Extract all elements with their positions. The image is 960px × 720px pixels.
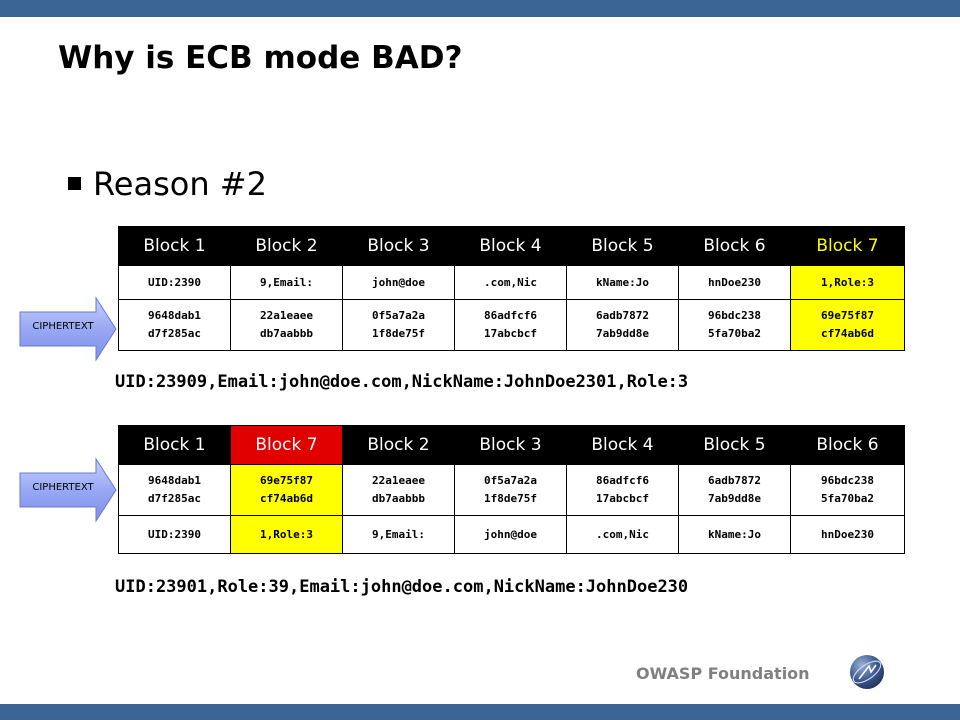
block-header: Block 1 — [118, 226, 231, 266]
bullet-square-icon — [68, 177, 81, 190]
ciphertext-cell: 6adb7872 7ab9dd8e — [566, 299, 679, 351]
block-header: Block 2 — [230, 226, 343, 266]
plaintext-cell: 9,Email: — [342, 515, 455, 554]
owasp-logo-icon — [849, 654, 885, 690]
hex-line: 0f5a7a2a — [372, 309, 425, 322]
hex-line: 86adfcf6 — [596, 474, 649, 487]
arrow-right-icon — [19, 296, 117, 362]
ciphertext-cell: 0f5a7a2a 1f8de75f — [454, 464, 567, 516]
footer-text: OWASP Foundation — [636, 664, 810, 683]
plaintext-cell: .com,Nic — [454, 265, 567, 300]
arrow-right-icon — [19, 457, 117, 523]
plaintext-cell: john@doe — [454, 515, 567, 554]
plaintext-cell: UID:2390 — [118, 515, 231, 554]
block-header: Block 4 — [454, 226, 567, 266]
ciphertext-cell: 0f5a7a2a 1f8de75f — [342, 299, 455, 351]
ciphertext-cell: 9648dab1 d7f285ac — [118, 464, 231, 516]
bottom-bar — [0, 704, 960, 720]
hex-line: 17abcbcf — [484, 327, 537, 340]
hex-line: db7aabbb — [372, 492, 425, 505]
slide-title: Why is ECB mode BAD? — [58, 40, 463, 76]
hex-line: 7ab9dd8e — [596, 327, 649, 340]
hex-line: 22a1eaee — [260, 309, 313, 322]
block-table-original: Block 1 Block 2 Block 3 Block 4 Block 5 … — [118, 226, 905, 351]
hex-line: 69e75f87 — [821, 309, 874, 322]
hex-line: 86adfcf6 — [484, 309, 537, 322]
block-header: Block 6 — [678, 226, 791, 266]
ciphertext-cell: 9648dab1 d7f285ac — [118, 299, 231, 351]
hex-line: 9648dab1 — [148, 309, 201, 322]
hex-line: 0f5a7a2a — [484, 474, 537, 487]
block-header: Block 3 — [454, 425, 567, 465]
plaintext-cell: UID:2390 — [118, 265, 231, 300]
plaintext-cell: hnDoe230 — [678, 265, 791, 300]
hex-line: 1f8de75f — [372, 327, 425, 340]
hex-line: 7ab9dd8e — [708, 492, 761, 505]
hex-line: 5fa70ba2 — [708, 327, 761, 340]
hex-line: db7aabbb — [260, 327, 313, 340]
ciphertext-cell: 86adfcf6 17abcbcf — [566, 464, 679, 516]
plaintext-cell: hnDoe230 — [790, 515, 905, 554]
hex-line: 6adb7872 — [596, 309, 649, 322]
hex-line: 96bdc238 — [821, 474, 874, 487]
block-header: Block 2 — [342, 425, 455, 465]
hex-line: cf74ab6d — [821, 327, 874, 340]
hex-line: 69e75f87 — [260, 474, 313, 487]
block-table-rearranged: Block 1 Block 7 Block 2 Block 3 Block 4 … — [118, 425, 905, 554]
ciphertext-cell: 96bdc238 5fa70ba2 — [678, 299, 791, 351]
block-header: Block 6 — [790, 425, 905, 465]
plaintext-cell-highlighted: 1,Role:3 — [790, 265, 905, 300]
hex-line: 6adb7872 — [708, 474, 761, 487]
plaintext-cell: .com,Nic — [566, 515, 679, 554]
plaintext-cell: kName:Jo — [566, 265, 679, 300]
top-bar — [0, 0, 960, 17]
block-header: Block 5 — [566, 226, 679, 266]
hex-line: 1f8de75f — [484, 492, 537, 505]
arrow-label: CIPHERTEXT — [32, 482, 94, 493]
plaintext-original: UID:23909,Email:john@doe.com,NickName:Jo… — [115, 372, 689, 392]
ciphertext-arrow-1: CIPHERTEXT — [16, 294, 118, 364]
block-header: Block 5 — [678, 425, 791, 465]
ciphertext-cell: 86adfcf6 17abcbcf — [454, 299, 567, 351]
plaintext-rearranged: UID:23901,Role:39,Email:john@doe.com,Nic… — [115, 577, 689, 597]
hex-line: 22a1eaee — [372, 474, 425, 487]
hex-line: 9648dab1 — [148, 474, 201, 487]
ciphertext-cell: 6adb7872 7ab9dd8e — [678, 464, 791, 516]
ciphertext-cell-highlighted: 69e75f87 cf74ab6d — [230, 464, 343, 516]
plaintext-cell-highlighted: 1,Role:3 — [230, 515, 343, 554]
ciphertext-cell: 22a1eaee db7aabbb — [342, 464, 455, 516]
block-header: Block 3 — [342, 226, 455, 266]
plaintext-cell: john@doe — [342, 265, 455, 300]
block-header: Block 1 — [118, 425, 231, 465]
ciphertext-cell: 96bdc238 5fa70ba2 — [790, 464, 905, 516]
hex-line: d7f285ac — [148, 492, 201, 505]
hex-line: cf74ab6d — [260, 492, 313, 505]
ciphertext-cell-highlighted: 69e75f87 cf74ab6d — [790, 299, 905, 351]
hex-line: 96bdc238 — [708, 309, 761, 322]
ciphertext-arrow-2: CIPHERTEXT — [16, 455, 118, 525]
arrow-label: CIPHERTEXT — [32, 321, 94, 332]
bullet-reason: Reason #2 — [68, 165, 267, 203]
ciphertext-cell: 22a1eaee db7aabbb — [230, 299, 343, 351]
hex-line: d7f285ac — [148, 327, 201, 340]
block-header: Block 4 — [566, 425, 679, 465]
bullet-text: Reason #2 — [93, 165, 267, 203]
plaintext-cell: 9,Email: — [230, 265, 343, 300]
plaintext-cell: kName:Jo — [678, 515, 791, 554]
hex-line: 5fa70ba2 — [821, 492, 874, 505]
block-header-highlighted: Block 7 — [790, 226, 905, 266]
block-header-highlighted: Block 7 — [230, 425, 343, 465]
hex-line: 17abcbcf — [596, 492, 649, 505]
